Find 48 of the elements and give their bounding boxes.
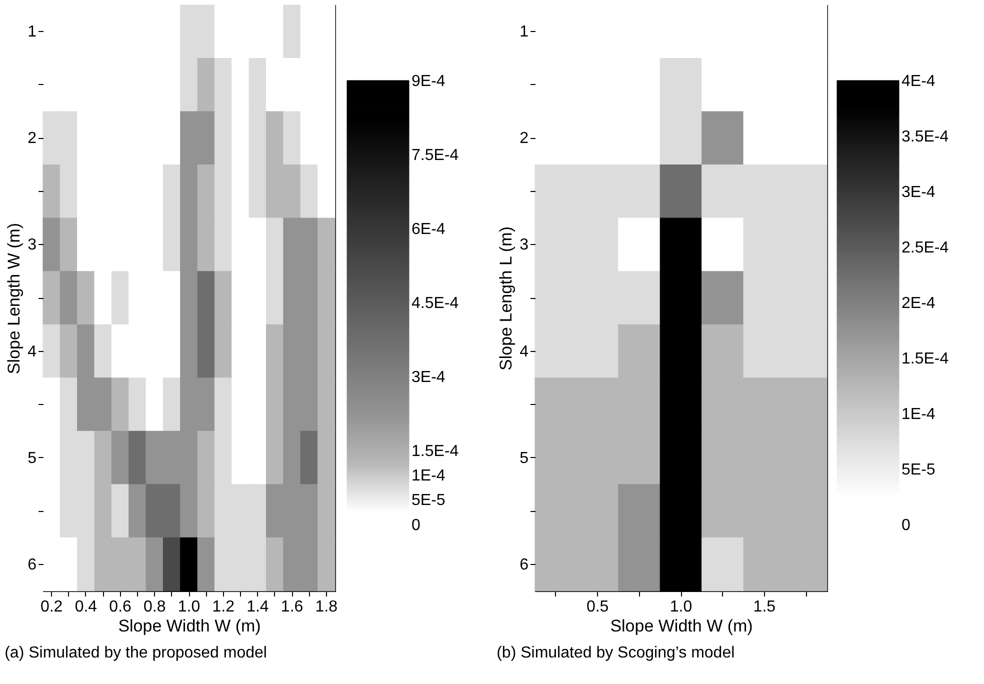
color-bar-label: 1.5E-4 — [902, 350, 949, 368]
x-tick-label: 1.8 — [315, 598, 338, 616]
x-axis-title: Slope Width W (m) — [610, 616, 753, 636]
y-tick-label: 2 — [28, 130, 37, 148]
color-bar-label: 1E-4 — [412, 468, 446, 485]
x-tick-label: 1.0 — [670, 598, 692, 616]
x-tick-label: 1.6 — [280, 598, 304, 616]
y-tick-label: 5 — [520, 450, 529, 467]
color-bar-label: 1.5E-4 — [412, 442, 459, 460]
color-bar-label: 0 — [412, 516, 420, 534]
text: (a) Simulated by the proposed model — [4, 644, 267, 662]
y-tick-label: 4 — [520, 343, 529, 360]
color-bar-label: 2.5E-4 — [902, 239, 949, 256]
y-axis-title: Slope Length L (m) — [496, 226, 516, 370]
color-bar-label: 5E-5 — [412, 492, 446, 510]
color-bar-label: 6E-4 — [412, 220, 446, 238]
color-bar-label: 9E-4 — [412, 72, 446, 90]
x-axis-title: Slope Width W (m) — [118, 616, 261, 636]
color-bar-label: 7.5E-4 — [412, 146, 459, 164]
x-tick-label: 0.5 — [586, 598, 609, 616]
y-tick-label: 4 — [28, 343, 37, 360]
x-tick-label: 0.8 — [144, 598, 166, 616]
text: (b) Simulated by Scoging’s model — [496, 644, 735, 662]
color-bar-label: 0 — [902, 516, 910, 534]
x-tick-label: 1.4 — [246, 598, 269, 616]
color-bar-label: 3.5E-4 — [902, 128, 949, 146]
x-tick-label: 1.2 — [212, 598, 235, 616]
y-tick-label: 1 — [28, 24, 37, 41]
y-axis-title: Slope Length W (m) — [4, 222, 24, 374]
y-tick-label: 5 — [28, 450, 37, 467]
y-tick-label: 2 — [520, 130, 529, 148]
color-bar-label: 1E-4 — [902, 406, 936, 423]
color-bar-label: 5E-5 — [902, 461, 936, 478]
color-bar-label: 3E-4 — [412, 368, 446, 386]
x-tick-label: 0.2 — [40, 598, 63, 616]
color-bar-label: 4E-4 — [902, 72, 936, 90]
color-bar-label: 2E-4 — [902, 294, 936, 312]
color-bar-label: 3E-4 — [902, 184, 936, 201]
x-tick-label: 1.5 — [753, 598, 776, 616]
y-tick-label: 3 — [28, 236, 37, 254]
y-tick-label: 6 — [520, 556, 529, 574]
y-tick-label: 3 — [520, 236, 529, 254]
x-tick-label: 1.0 — [178, 598, 200, 616]
x-tick-label: 0.6 — [109, 598, 132, 616]
y-tick-label: 1 — [520, 24, 529, 41]
y-tick-label: 6 — [28, 556, 37, 574]
color-bar-label: 4.5E-4 — [412, 294, 459, 312]
x-tick-label: 0.4 — [74, 598, 98, 616]
